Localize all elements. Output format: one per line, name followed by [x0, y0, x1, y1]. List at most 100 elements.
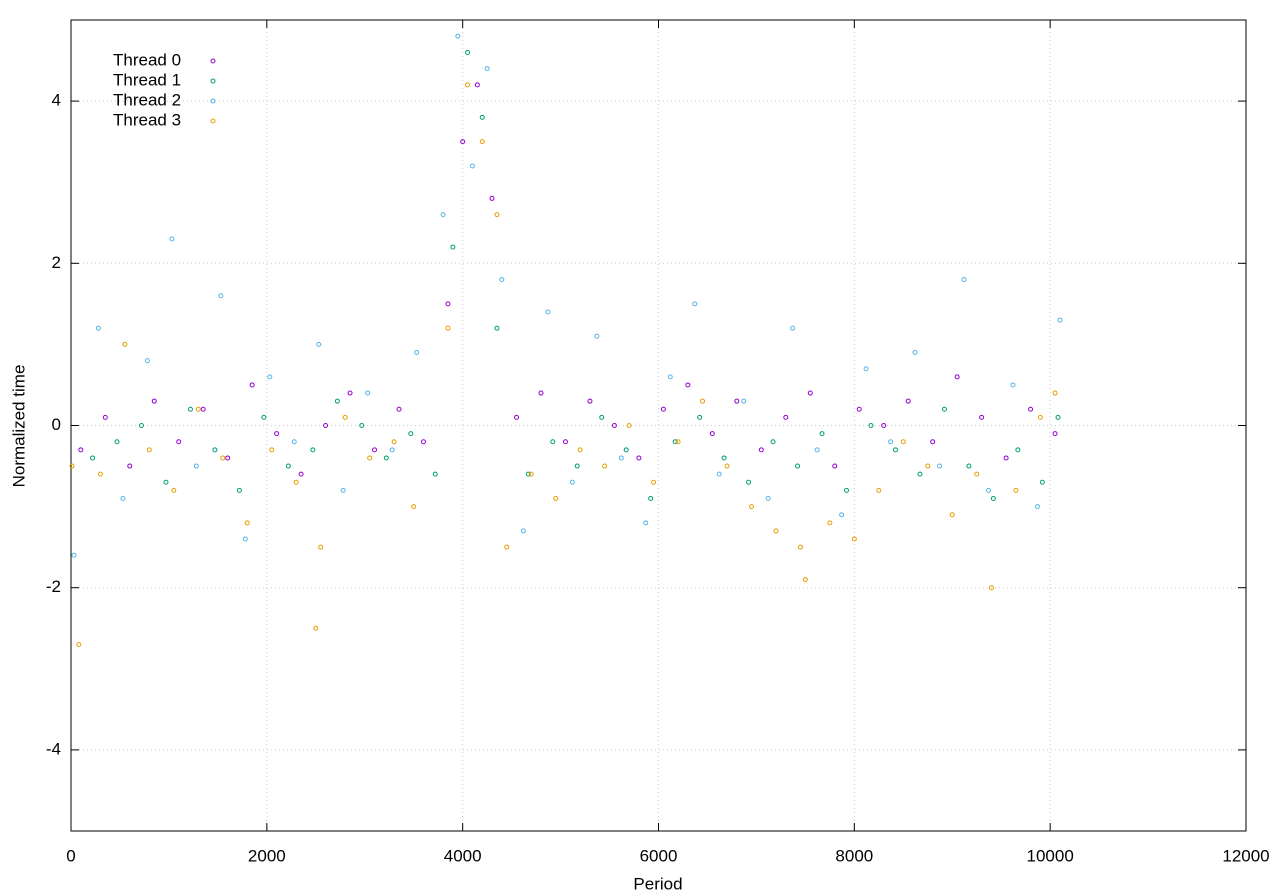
point [71, 552, 77, 558]
point [538, 390, 544, 396]
x-axis-label: Period [633, 874, 682, 893]
point [790, 325, 796, 331]
point [432, 471, 438, 477]
point [274, 431, 280, 437]
point [892, 447, 898, 453]
point [408, 431, 414, 437]
legend-label: Thread 2 [113, 90, 181, 109]
point [195, 406, 201, 412]
y-tick-label: 2 [52, 253, 61, 272]
point [802, 577, 808, 583]
point [285, 463, 291, 469]
legend-label: Thread 1 [113, 70, 181, 89]
point [990, 495, 996, 501]
point [868, 423, 874, 428]
point [700, 398, 706, 404]
point [574, 463, 580, 469]
x-tick-label: 4000 [444, 846, 482, 865]
point [587, 398, 593, 404]
point [675, 439, 681, 445]
point [445, 325, 451, 331]
point [220, 455, 226, 461]
point [623, 447, 629, 453]
point [917, 471, 923, 477]
legend-marker [210, 58, 216, 64]
point [127, 463, 133, 469]
point [520, 528, 526, 534]
point [692, 301, 698, 307]
point [391, 439, 397, 445]
point [660, 406, 666, 412]
point [291, 439, 297, 445]
point [249, 382, 255, 388]
point [839, 512, 845, 518]
point [672, 439, 678, 445]
point [163, 479, 169, 485]
point [941, 406, 947, 412]
y-axis-label: Normalized time [9, 365, 28, 488]
point [881, 423, 887, 428]
point [773, 528, 779, 534]
point [244, 520, 250, 526]
point [765, 495, 771, 501]
point [1028, 406, 1034, 412]
point [200, 406, 206, 412]
point [334, 398, 340, 404]
point [697, 414, 703, 420]
point [76, 641, 82, 647]
point [450, 244, 456, 250]
point [504, 544, 510, 550]
point [937, 463, 943, 469]
point [421, 439, 426, 445]
point [122, 341, 128, 347]
point [1034, 504, 1040, 510]
point [949, 512, 955, 518]
point [888, 439, 894, 445]
legend-marker [210, 98, 216, 104]
point [242, 536, 248, 542]
point [832, 463, 838, 469]
x-tick-label: 10000 [1027, 846, 1074, 865]
point [146, 447, 152, 453]
point [749, 504, 755, 510]
point [626, 423, 632, 428]
point [1039, 479, 1045, 485]
point [389, 447, 395, 453]
point [169, 236, 175, 242]
point [236, 487, 242, 493]
point [912, 350, 918, 356]
point [930, 439, 936, 445]
point [347, 390, 353, 396]
point [1055, 414, 1061, 420]
point [367, 455, 373, 461]
point [851, 536, 857, 542]
legend-marker [210, 78, 216, 84]
point [900, 439, 906, 445]
point [770, 439, 776, 445]
point [318, 544, 324, 550]
point [961, 277, 967, 283]
point [741, 398, 747, 404]
point [636, 455, 642, 461]
point [494, 212, 500, 218]
x-tick-label: 12000 [1222, 846, 1269, 865]
point [734, 398, 740, 404]
point [365, 390, 371, 396]
point [814, 447, 820, 453]
point [269, 447, 275, 453]
point [974, 471, 980, 477]
point [323, 423, 329, 428]
point [651, 479, 657, 485]
point [528, 471, 534, 477]
point [985, 487, 991, 493]
x-tick-label: 2000 [248, 846, 286, 865]
y-tick-label: 0 [52, 415, 61, 434]
plot-frame [70, 19, 1247, 832]
point [553, 495, 559, 501]
point [1003, 455, 1009, 461]
point [1037, 414, 1043, 420]
point [827, 520, 833, 526]
point [313, 625, 319, 631]
point [139, 423, 144, 428]
